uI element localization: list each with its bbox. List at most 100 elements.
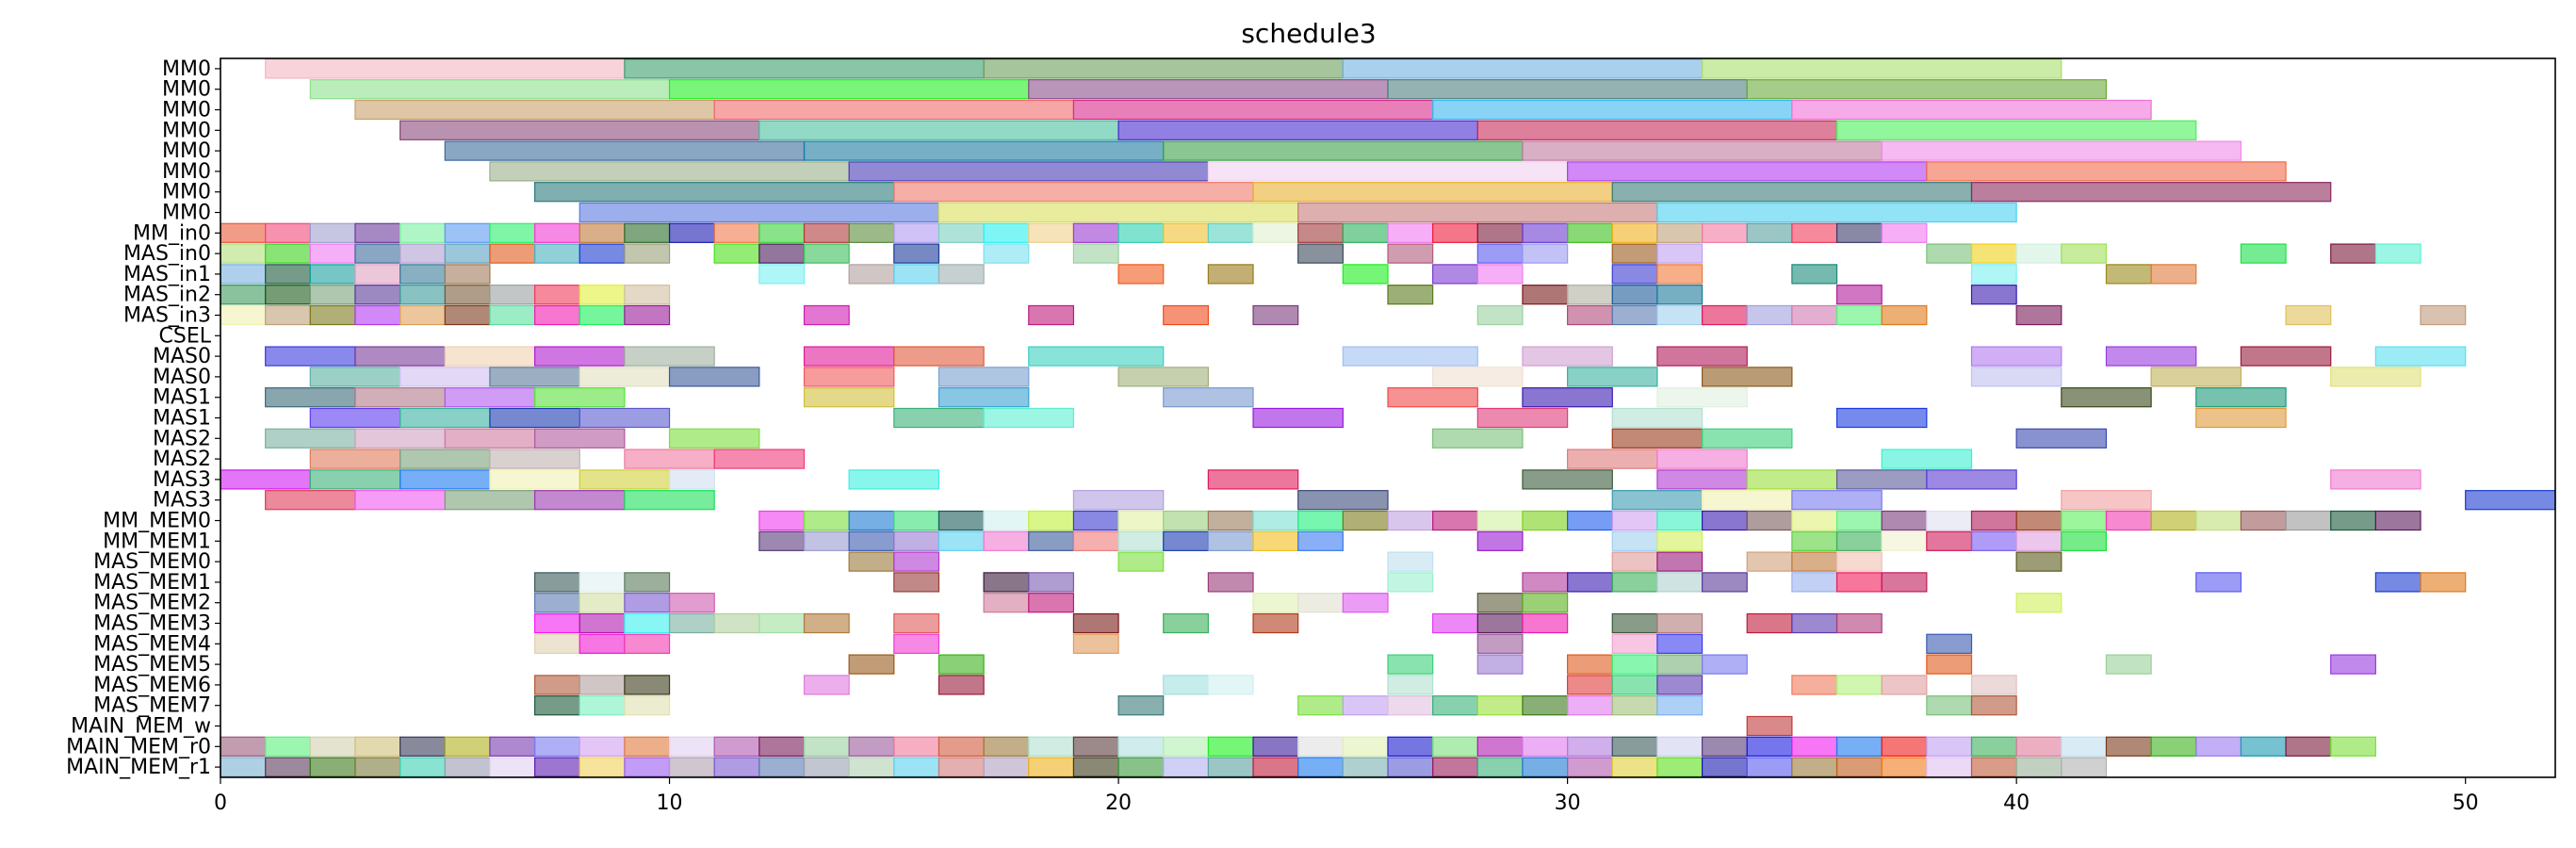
y-tick-label: MAS1: [153, 407, 211, 431]
task-bar: [848, 469, 940, 490]
task-bar: [309, 285, 356, 305]
task-bar: [444, 140, 806, 161]
task-bar: [848, 161, 1209, 182]
task-bar: [1476, 120, 1838, 140]
task-bar: [1252, 407, 1344, 429]
task-bar: [399, 407, 491, 429]
task-bar: [803, 612, 850, 634]
task-bar: [533, 695, 580, 716]
task-bar: [354, 222, 401, 243]
task-bar: [1567, 304, 1613, 326]
task-bar: [220, 304, 267, 326]
task-bar: [1746, 222, 1793, 243]
task-bar: [983, 510, 1030, 531]
task-bar: [1881, 304, 1928, 326]
task-bar: [1970, 182, 2332, 203]
task-bar: [265, 428, 356, 448]
y-tick-label: MAS_in1: [123, 263, 211, 286]
task-bar: [848, 222, 895, 243]
task-bar: [713, 99, 1075, 121]
task-bar: [1881, 448, 1973, 469]
task-bar: [848, 736, 895, 757]
task-bar: [983, 530, 1030, 551]
task-bar: [1522, 593, 1569, 613]
task-bar: [1611, 490, 1704, 511]
y-tick-label: MAS_MEM6: [93, 674, 211, 697]
task-bar: [1028, 79, 1389, 100]
task-bar: [399, 120, 760, 140]
task-bar: [803, 243, 850, 264]
task-bar: [399, 285, 446, 305]
task-bar: [1432, 757, 1478, 777]
task-bar: [893, 346, 985, 367]
task-bar: [579, 572, 626, 593]
task-bar: [1926, 469, 2017, 490]
task-bar: [265, 264, 311, 285]
y-tick-label: MAS_MEM7: [93, 694, 211, 718]
task-bar: [893, 757, 940, 777]
x-tick-label: 30: [1555, 791, 1581, 815]
task-bar: [2195, 572, 2242, 593]
task-bar: [399, 304, 446, 326]
task-bar: [758, 222, 806, 243]
task-bar: [893, 633, 940, 654]
task-bar: [893, 222, 940, 243]
task-bar: [803, 222, 850, 243]
task-bar: [1207, 736, 1254, 757]
task-bar: [1342, 346, 1478, 367]
task-bar: [1387, 675, 1434, 695]
task-bar: [1387, 387, 1478, 408]
task-bar: [1163, 530, 1209, 551]
y-tick-label: MAIN_MEM_r1: [66, 756, 211, 779]
task-bar: [1611, 654, 1658, 675]
task-bar: [399, 448, 491, 469]
task-bar: [1611, 530, 1658, 551]
task-bar: [848, 551, 895, 572]
task-bar: [2105, 510, 2152, 531]
task-bar: [1522, 243, 1569, 264]
task-bar: [1656, 572, 1704, 593]
task-bar: [1611, 264, 1658, 285]
task-bar: [758, 243, 806, 264]
task-bar: [444, 264, 491, 285]
task-bar: [220, 285, 267, 305]
task-bar: [1476, 264, 1524, 285]
y-axis-ticks: MM0MM0MM0MM0MM0MM0MM0MM0MM_in0MAS_in0MAS…: [66, 57, 220, 779]
task-bar: [2061, 736, 2108, 757]
y-tick-label: MAS1: [153, 386, 211, 410]
task-bar: [1656, 346, 1748, 367]
task-bar: [2285, 736, 2332, 757]
task-bar: [2015, 757, 2062, 777]
task-bar: [893, 572, 940, 593]
task-bar: [1297, 593, 1344, 613]
task-bar: [1701, 736, 1748, 757]
y-tick-label: MM0: [162, 139, 211, 163]
task-bar: [1028, 530, 1075, 551]
task-bar: [1656, 243, 1704, 264]
task-bar: [1567, 222, 1613, 243]
task-bar: [1387, 695, 1434, 716]
task-bar: [1567, 161, 1928, 182]
task-bar: [1432, 264, 1478, 285]
task-bar: [1970, 367, 2062, 387]
y-tick-label: MAS_MEM0: [93, 550, 211, 574]
task-bar: [354, 736, 401, 757]
task-bar: [533, 428, 626, 448]
task-bar: [1522, 387, 1613, 408]
task-bar: [444, 736, 491, 757]
task-bar: [265, 346, 356, 367]
task-bar: [1791, 736, 1838, 757]
task-bar: [1117, 695, 1165, 716]
task-bar: [1476, 407, 1569, 429]
task-bar: [1207, 572, 1254, 593]
task-bar: [489, 285, 536, 305]
task-bar: [489, 448, 580, 469]
x-tick-label: 20: [1105, 791, 1132, 815]
task-bar: [1970, 243, 2017, 264]
task-bar: [1746, 757, 1793, 777]
task-bar: [937, 757, 985, 777]
task-bar: [983, 593, 1030, 613]
task-bar: [533, 757, 580, 777]
task-bar: [668, 367, 760, 387]
